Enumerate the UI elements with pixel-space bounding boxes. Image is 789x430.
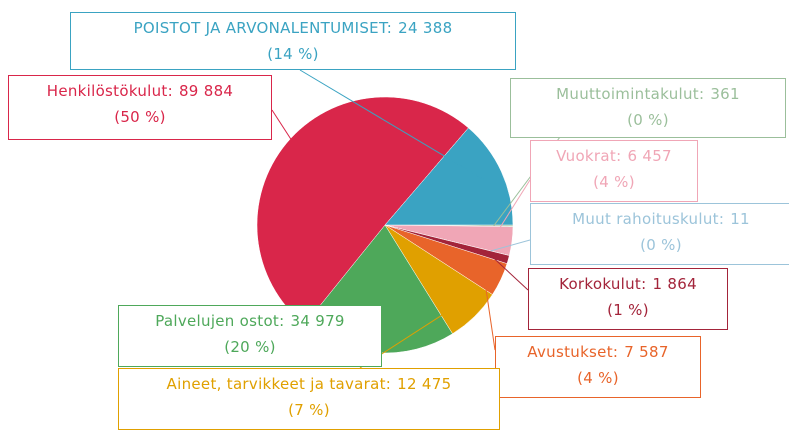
category-label: Korkokulut: [559, 275, 642, 293]
percent-label: (7 %): [288, 401, 330, 419]
value-label: 24 388: [398, 19, 453, 37]
leader-line: [299, 69, 485, 181]
leader-line: [271, 109, 302, 156]
percent-label: (0 %): [627, 111, 669, 129]
percent-label: (14 %): [267, 45, 319, 63]
value-label: 34 979: [290, 312, 345, 330]
label-separator: :: [641, 275, 647, 293]
label-separator: :: [698, 85, 705, 103]
category-label: Muuttoimintakulut: [556, 85, 699, 103]
label-separator: :: [718, 210, 725, 228]
data-label: Aineet, tarvikkeet ja tavarat: 12 475 (7 %…: [118, 368, 500, 430]
data-label: Korkokulut: 1 864 (1 %): [528, 268, 728, 330]
data-label: POISTOT JA ARVONALENTUMISET: 24 388 (14 %): [70, 12, 516, 70]
label-separator: :: [385, 375, 392, 393]
data-label: Palvelujen ostot: 34 979 (20 %): [118, 305, 382, 367]
category-label: Avustukset: [527, 343, 613, 361]
category-label: Aineet, tarvikkeet ja tavarat: [166, 375, 386, 393]
category-label: Vuokrat: [556, 147, 617, 165]
percent-label: (0 %): [640, 236, 682, 254]
leader-line: [490, 239, 531, 252]
value-label: 7 587: [624, 343, 669, 361]
category-label: Palvelujen ostot: [155, 312, 280, 330]
leader-line: [489, 254, 529, 291]
data-label: Muut rahoituskulut: 11 (0 %): [530, 203, 789, 265]
percent-label: (4 %): [593, 173, 635, 191]
data-label: Muuttoimintakulut: 361 (0 %): [510, 78, 786, 138]
percent-label: (1 %): [607, 301, 649, 319]
data-label: Vuokrat: 6 457 (4 %): [530, 140, 698, 202]
value-label: 6 457: [627, 147, 672, 165]
pie-slice: [384, 127, 514, 226]
value-label: 1 864: [652, 275, 697, 293]
label-separator: :: [616, 147, 622, 165]
percent-label: (50 %): [114, 108, 166, 126]
value-label: 361: [710, 85, 740, 103]
pie-slice: [256, 96, 469, 325]
value-label: 89 884: [178, 82, 234, 100]
percent-label: (4 %): [577, 369, 619, 387]
category-label: Henkilöstökulut: [46, 82, 168, 100]
label-separator: :: [167, 82, 173, 100]
category-label: POISTOT JA ARVONALENTUMISET: [133, 19, 387, 37]
value-label: 12 475: [397, 375, 452, 393]
leader-line: [492, 179, 531, 240]
label-separator: :: [279, 312, 285, 330]
value-label: 11: [730, 210, 750, 228]
data-label: Henkilöstökulut: 89 884 (50 %): [8, 75, 272, 140]
category-label: Muut rahoituskulut: [572, 210, 719, 228]
label-separator: :: [612, 343, 619, 361]
leader-line: [482, 271, 496, 351]
data-label: Avustukset: 7 587 (4 %): [495, 336, 701, 398]
label-separator: :: [386, 19, 393, 37]
percent-label: (20 %): [224, 338, 276, 356]
